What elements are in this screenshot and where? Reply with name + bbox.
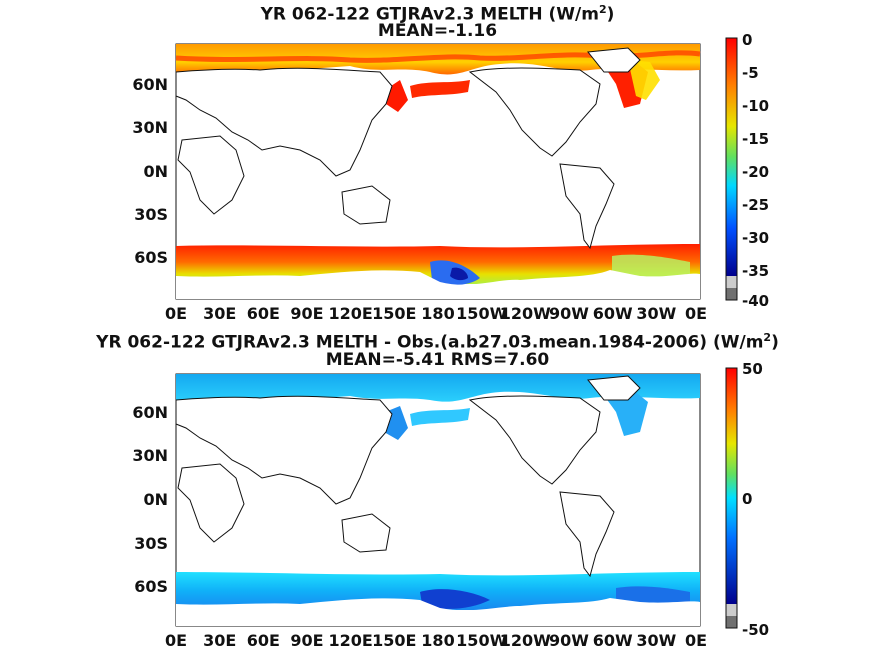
bottom-ytick-label: 0N [143, 490, 168, 509]
top-colorbar-tick: -30 [742, 229, 769, 247]
top-ytick-label: 60S [134, 248, 168, 267]
bottom-chart-title: YR 062-122 GTJRAv2.3 MELTH - Obs.(a.b27.… [96, 331, 779, 353]
top-ytick-label: 30S [134, 205, 168, 224]
top-colorbar-tick: -20 [742, 163, 769, 181]
bottom-south-america-outline [559, 491, 615, 578]
top-xtick-label: 120W [500, 304, 551, 323]
bottom-greenland-outline [587, 375, 641, 401]
bottom-arctic-bias-field [176, 374, 700, 408]
top-xtick-label: 150W [456, 304, 507, 323]
top-colorbar-tick: -5 [742, 64, 759, 82]
bottom-xtick-label: 120W [500, 631, 551, 650]
top-xtick-label: 90W [549, 304, 589, 323]
top-antarctica-landmass [176, 270, 700, 299]
top-colorbar-tick: -35 [742, 262, 769, 280]
top-ytick-label: 0N [143, 162, 168, 181]
bottom-australia-outline [341, 513, 391, 553]
top-xtick-label: 0E [685, 304, 707, 323]
top-xtick-label: 150E [372, 304, 416, 323]
bottom-colorbar-gradient [726, 368, 737, 604]
bottom-north-america-outline [468, 395, 601, 485]
bottom-continent-outlines [175, 375, 641, 578]
top-xtick-label: 60W [593, 304, 633, 323]
top-colorbar-tick: -10 [742, 97, 769, 115]
top-ytick-label: 60N [132, 75, 168, 94]
bottom-xtick-label: 90W [549, 631, 589, 650]
bottom-colorbar-frame [725, 367, 738, 629]
top-xtick-label: 60E [247, 304, 280, 323]
bottom-xtick-label: 0E [165, 631, 187, 650]
bottom-xtick-label: 150W [456, 631, 507, 650]
bottom-colorbar-tick: -50 [742, 621, 769, 639]
top-xtick-label: 0E [165, 304, 187, 323]
top-colorbar-under-bin [726, 276, 737, 288]
top-south-america-outline [559, 163, 615, 250]
bottom-xtick-label: 180 [421, 631, 454, 650]
top-ross-sea-core [450, 267, 468, 281]
top-continent-outlines [175, 47, 641, 250]
top-baffin-patch [628, 60, 660, 100]
bottom-xtick-label: 60W [593, 631, 633, 650]
bottom-colorbar-under-bin [726, 616, 737, 628]
top-x-axis: 0E 30E 60E 90E 120E 150E 180 150W 120W 9… [165, 304, 707, 323]
bottom-colorbar: 50 0 -50 [725, 360, 769, 639]
bottom-ross-sea-patch [420, 589, 490, 609]
bottom-xtick-label: 30E [203, 631, 236, 650]
bottom-ytick-label: 30S [134, 534, 168, 553]
top-xtick-label: 30W [636, 304, 676, 323]
top-colorbar-tick: -40 [742, 292, 769, 310]
top-colorbar-gradient [726, 38, 737, 276]
top-colorbar-tick: -15 [742, 130, 769, 148]
bottom-antarctica-landmass [176, 598, 700, 626]
top-colorbar-tick: 0 [742, 31, 752, 49]
bottom-africa-outline [177, 463, 245, 543]
top-eurasia-outline [175, 67, 393, 177]
bottom-ytick-label: 60N [132, 403, 168, 422]
bottom-xtick-label: 120E [329, 631, 373, 650]
bottom-chart-subtitle: MEAN=-5.41 RMS=7.60 [325, 350, 550, 370]
bottom-colorbar-tick: 0 [742, 490, 752, 508]
bottom-xtick-label: 60E [247, 631, 280, 650]
top-chart-title: YR 062-122 GTJRAv2.3 MELTH (W/m2) [260, 3, 615, 25]
bottom-bering-patch [410, 408, 470, 426]
top-xtick-label: 30E [203, 304, 236, 323]
top-australia-outline [341, 185, 391, 225]
bottom-xtick-label: 150E [372, 631, 416, 650]
top-colorbar: 0 -5 -10 -15 -20 -25 -30 -35 -40 [725, 31, 769, 310]
top-colorbar-under-bin [726, 288, 737, 300]
bottom-xtick-label: 30W [636, 631, 676, 650]
bottom-ytick-label: 60S [134, 577, 168, 596]
bottom-xtick-label: 90E [290, 631, 323, 650]
top-xtick-label: 120E [329, 304, 373, 323]
top-y-axis: 60N 30N 0N 30S 60S [132, 75, 168, 267]
top-ytick-label: 30N [132, 118, 168, 137]
top-xtick-label: 90E [290, 304, 323, 323]
bottom-map-panel [175, 373, 701, 627]
bottom-x-axis: 0E 30E 60E 90E 120E 150E 180 150W 120W 9… [165, 631, 707, 650]
top-colorbar-frame [725, 37, 738, 301]
bottom-y-axis: 60N 30N 0N 30S 60S [132, 403, 168, 596]
bottom-xtick-label: 0E [685, 631, 707, 650]
bottom-colorbar-tick: 50 [742, 360, 763, 378]
top-map-panel [175, 43, 701, 300]
bottom-eurasia-outline [175, 395, 393, 505]
top-colorbar-tick: -25 [742, 196, 769, 214]
top-north-america-outline [468, 67, 601, 157]
bottom-colorbar-under-bin [726, 604, 737, 616]
bottom-ytick-label: 30N [132, 446, 168, 465]
top-greenland-outline [587, 47, 641, 73]
top-xtick-label: 180 [421, 304, 454, 323]
top-africa-outline [177, 135, 245, 215]
top-bering-patch [410, 80, 470, 98]
top-chart-subtitle: MEAN=-1.16 [377, 21, 498, 41]
